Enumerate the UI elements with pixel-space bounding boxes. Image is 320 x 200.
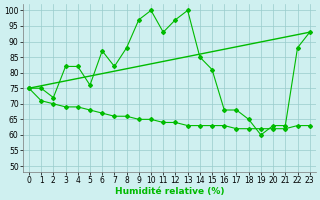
X-axis label: Humidité relative (%): Humidité relative (%) [115,187,224,196]
